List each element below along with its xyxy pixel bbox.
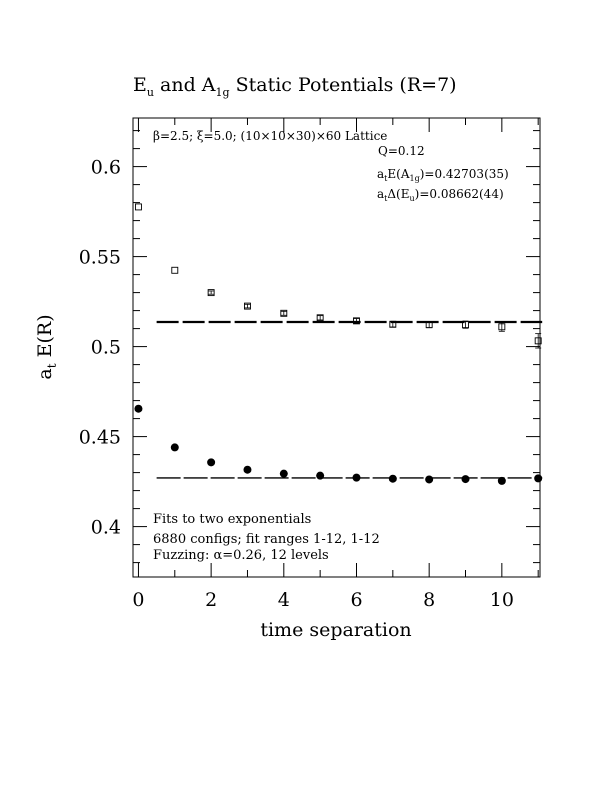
- data-points: [134, 203, 543, 485]
- fuzzing-annotation: Fuzzing: α=0.26, 12 levels: [153, 548, 329, 563]
- data-point-square: [425, 321, 433, 329]
- data-point-circle: [243, 465, 252, 474]
- data-point-square: [135, 203, 142, 211]
- data-point-square: [316, 314, 324, 322]
- gap-annotation: atΔ(Eu)=0.08662(44): [377, 187, 504, 203]
- axis-tick-labels: 0 2 4 6 8 10 0.4 0.45 0.5 0.55 0.6: [79, 157, 514, 611]
- y-tick-label: 0.55: [79, 247, 121, 269]
- data-point-circle: [497, 476, 506, 485]
- data-point-circle: [316, 471, 325, 480]
- y-tick-label: 0.45: [79, 427, 121, 449]
- data-point-circle: [461, 475, 470, 484]
- data-point-square: [244, 302, 251, 310]
- axis-ticks: [133, 118, 540, 577]
- data-point-square: [389, 320, 397, 328]
- data-point-circle: [352, 473, 361, 482]
- fit-lines: [156, 320, 543, 479]
- data-point-square: [280, 309, 288, 317]
- data-point-circle: [388, 474, 397, 483]
- data-point-circle: [425, 475, 434, 484]
- data-point-square: [207, 289, 215, 297]
- data-point-circle: [170, 443, 179, 452]
- lattice-annotation: β=2.5; ξ=5.0; (10×10×30)×60 Lattice: [153, 129, 387, 143]
- configs-annotation: 6880 configs; fit ranges 1-12, 1-12: [153, 532, 380, 547]
- data-point-circle: [534, 474, 543, 483]
- data-point-square: [534, 337, 542, 345]
- data-point-circle: [279, 469, 288, 478]
- data-point-circle: [207, 458, 216, 467]
- data-point-circle: [134, 404, 143, 413]
- data-point-square: [498, 323, 506, 331]
- y-tick-label: 0.5: [91, 337, 121, 359]
- data-point-square: [171, 266, 179, 274]
- y-axis-label: at E(R): [34, 314, 59, 379]
- x-axis-label: time separation: [260, 619, 411, 641]
- energy-annotation: atE(A1g)=0.42703(35): [377, 167, 509, 183]
- x-tick-label: 2: [205, 589, 217, 611]
- x-tick-label: 8: [423, 589, 435, 611]
- x-tick-label: 10: [490, 589, 514, 611]
- q-annotation: Q=0.12: [378, 144, 425, 158]
- plot-frame: [132, 117, 541, 578]
- data-point-square: [353, 317, 360, 325]
- chart-title: Eu and A1g Static Potentials (R=7): [133, 74, 457, 99]
- y-tick-label: 0.6: [91, 157, 121, 179]
- fits-annotation: Fits to two exponentials: [153, 512, 311, 527]
- y-tick-label: 0.4: [91, 517, 121, 539]
- x-tick-label: 0: [132, 589, 144, 611]
- x-tick-label: 6: [350, 589, 362, 611]
- data-point-square: [462, 321, 469, 329]
- x-tick-label: 4: [278, 589, 290, 611]
